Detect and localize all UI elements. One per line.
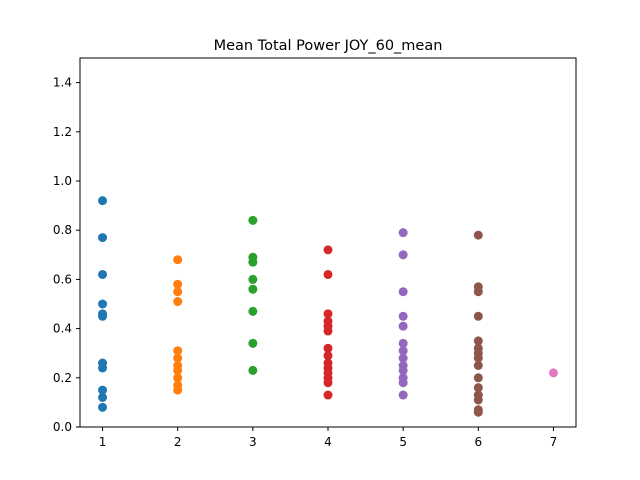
data-point [248,306,258,316]
series-group [473,230,483,417]
y-tick-label: 1.2 [53,125,72,139]
series-group [323,245,333,400]
data-point [173,346,183,356]
series-group [398,228,408,400]
x-tick-label: 4 [324,435,332,449]
data-point [173,279,183,289]
y-tick-label: 0.0 [53,420,72,434]
y-tick-label: 0.6 [53,272,72,286]
data-point [473,395,483,405]
series-group [248,215,258,375]
data-point [323,390,333,400]
x-tick-label: 5 [399,435,407,449]
data-point [173,297,183,307]
y-tick-label: 0.8 [53,223,72,237]
axis-ticks: 1 2 3 4 5 6 7 0.0 0.2 0.4 0.6 0.8 1.0 1.2 1.4 [53,76,557,449]
data-point [398,378,408,388]
data-point [323,309,333,319]
data-point [98,269,108,279]
data-point [248,257,258,267]
data-point [548,368,558,378]
data-point [173,385,183,395]
series-group [548,368,558,378]
plot-frame [79,57,577,428]
data-point [473,361,483,370]
data-point [398,321,408,331]
x-tick-label: 7 [550,435,558,449]
data-point [98,385,108,395]
data-point [473,407,483,417]
data-point [473,336,483,346]
data-point [398,353,408,363]
data-point [98,299,108,309]
y-tick-label: 1.0 [53,174,72,188]
data-point [323,245,333,255]
data-point [398,287,408,297]
data-point [323,378,333,388]
y-tick-label: 0.2 [53,371,72,385]
data-point [398,311,408,321]
data-point [173,373,183,383]
data-point [398,390,408,400]
data-point [398,338,408,348]
data-points [98,196,558,417]
data-point [473,383,483,393]
data-point [173,353,183,363]
data-point [398,346,408,356]
x-tick-label: 6 [474,435,482,449]
series-group [98,196,108,412]
data-point [398,250,408,260]
data-point [98,402,108,412]
data-point [398,365,408,375]
data-point [98,233,108,243]
chart-title: Mean Total Power JOY_60_mean [214,38,443,54]
data-point [248,338,258,348]
data-point [473,287,483,297]
data-point [473,353,483,363]
y-tick-label: 1.4 [53,76,72,90]
x-tick-label: 3 [249,435,257,449]
data-point [98,392,108,402]
data-point [248,365,258,375]
data-point [398,228,408,238]
data-point [473,311,483,321]
y-tick-label: 0.4 [53,322,72,336]
data-point [248,284,258,294]
data-point [323,326,333,336]
data-point [323,351,333,361]
data-point [323,269,333,279]
data-point [98,311,108,321]
data-point [473,230,483,240]
data-point [248,274,258,284]
x-tick-label: 2 [174,435,182,449]
data-point [173,255,183,265]
data-point [248,215,258,225]
series-group [173,255,183,395]
data-point [98,196,108,206]
data-point [98,363,108,373]
x-tick-label: 1 [99,435,107,449]
data-point [323,343,333,353]
data-point [173,287,183,297]
data-point [473,373,483,383]
data-point [173,365,183,375]
